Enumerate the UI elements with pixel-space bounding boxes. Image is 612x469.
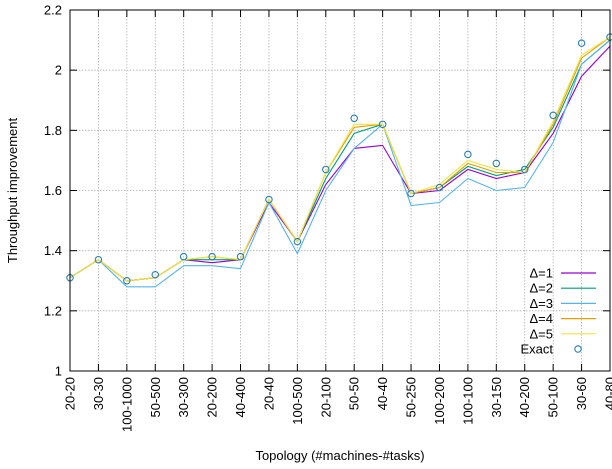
x-tick-label: 30-60 xyxy=(574,377,589,410)
exact-point xyxy=(520,165,529,174)
y-axis: 1 1.2 1.4 1.6 1.8 2 2.2 xyxy=(44,3,610,379)
series-line-4 xyxy=(69,36,611,282)
legend-label: Δ=2 xyxy=(529,281,553,296)
x-tick-label: 40-200 xyxy=(517,377,532,417)
x-tick-label: 20-100 xyxy=(318,377,333,417)
x-axis: 20-20 30-30 100-1000 50-500 30-300 20-200 40-4… xyxy=(63,10,612,432)
x-tick-label: 40-40 xyxy=(375,377,390,410)
x-tick-label: 100-500 xyxy=(290,377,305,425)
x-tick-label: 50-50 xyxy=(347,377,362,410)
exact-point xyxy=(265,195,273,204)
series-line-2 xyxy=(69,39,611,282)
x-axis-label: Topology (#machines-#tasks) xyxy=(255,448,424,463)
series-line-3 xyxy=(69,39,611,288)
legend-label: Exact xyxy=(520,342,553,357)
x-tick-label: 50-250 xyxy=(404,377,419,417)
x-tick-label: 50-100 xyxy=(546,377,561,417)
x-tick-label: 30-30 xyxy=(91,377,106,410)
exact-point xyxy=(179,252,188,261)
x-tick-label: 100-100 xyxy=(460,377,475,425)
exact-point xyxy=(378,120,387,129)
x-tick-label: 20-40 xyxy=(261,377,276,410)
y-axis-label: Throughput improvement xyxy=(5,117,20,263)
exact-point xyxy=(407,189,415,198)
exact-point xyxy=(577,39,586,47)
exact-point xyxy=(151,270,160,279)
exact-point xyxy=(94,255,103,264)
x-tick-label: 30-300 xyxy=(176,377,191,417)
y-tick-label: 1.2 xyxy=(44,303,62,318)
y-tick-label: 1.4 xyxy=(44,243,62,258)
legend-label: Δ=4 xyxy=(529,311,553,326)
y-tick-label: 1.6 xyxy=(44,183,62,198)
exact-point xyxy=(293,237,302,246)
series-line-5 xyxy=(69,36,611,282)
x-tick-label: 20-200 xyxy=(205,377,220,417)
exact-point xyxy=(123,276,131,285)
exact-point xyxy=(464,150,472,159)
legend-label: Δ=3 xyxy=(529,296,553,311)
x-tick-label: 40-80 xyxy=(603,377,612,410)
y-tick-label: 2.2 xyxy=(44,3,62,18)
y-tick-label: 1.8 xyxy=(44,123,62,138)
exact-point xyxy=(435,183,444,192)
exact-point xyxy=(208,252,216,261)
exact-point xyxy=(350,114,358,123)
x-tick-label: 50-500 xyxy=(148,377,163,417)
legend-label: Δ=1 xyxy=(529,266,553,281)
x-tick-label: 40-400 xyxy=(233,377,248,417)
x-tick-label: 30-150 xyxy=(489,377,504,417)
y-tick-label: 2 xyxy=(55,63,62,78)
exact-point xyxy=(322,165,330,174)
x-tick-label: 100-1000 xyxy=(119,377,134,432)
exact-point xyxy=(236,252,245,261)
legend-marker xyxy=(574,345,582,353)
exact-point xyxy=(549,111,557,120)
x-tick-label: 20-20 xyxy=(63,377,78,410)
y-tick-label: 1 xyxy=(55,364,62,379)
x-tick-label: 100-200 xyxy=(432,377,447,425)
legend-label: Δ=5 xyxy=(529,326,553,341)
exact-point xyxy=(492,159,501,168)
series-layer xyxy=(66,33,612,288)
